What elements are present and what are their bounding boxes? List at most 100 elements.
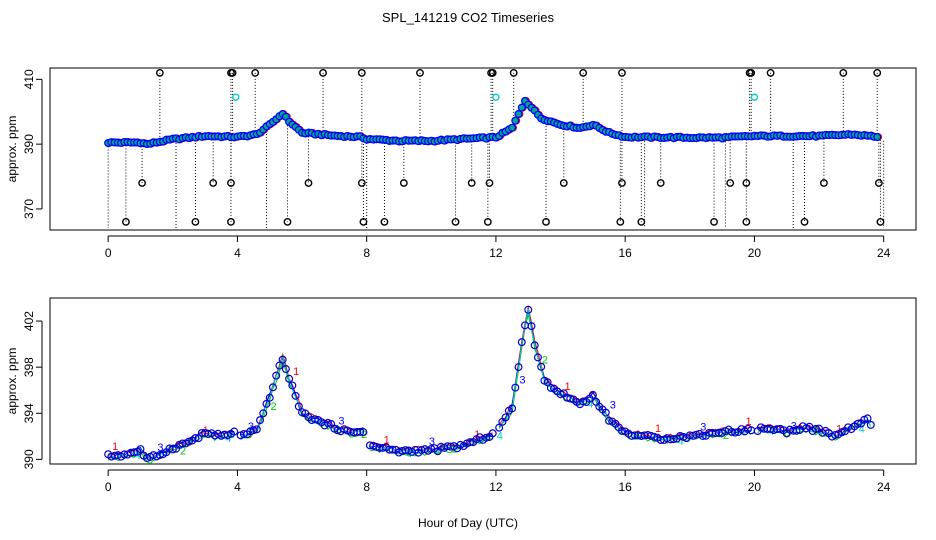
flag-marker-high bbox=[488, 68, 497, 77]
data-point bbox=[514, 363, 523, 372]
data-point bbox=[508, 123, 517, 132]
series-number-label: 1 bbox=[112, 441, 118, 453]
data-point bbox=[530, 341, 539, 350]
series-number-label: 1 bbox=[384, 435, 390, 447]
panel-top-y-tick-label: 370 bbox=[22, 199, 36, 219]
data-point bbox=[588, 390, 597, 399]
data-point bbox=[508, 404, 517, 413]
flag-marker-low bbox=[710, 217, 718, 226]
data-point bbox=[831, 431, 840, 440]
data-point bbox=[388, 445, 397, 454]
panel-bottom-y-axis: 390 394 398 402 bbox=[22, 311, 43, 469]
data-point bbox=[853, 419, 862, 428]
data-point bbox=[168, 445, 177, 454]
flag-marker-high bbox=[155, 68, 164, 77]
panel-bottom-x-tick-label: 8 bbox=[363, 480, 370, 494]
series-number-label: 4 bbox=[587, 398, 593, 410]
series-number-label: 3 bbox=[519, 375, 525, 387]
panel-top-ylabel: approx. ppm bbox=[5, 116, 19, 183]
flag-marker-low bbox=[451, 217, 460, 226]
flag-marker-mid bbox=[726, 179, 735, 187]
data-point bbox=[488, 429, 497, 438]
panel-top-y-tick-label: 390 bbox=[22, 134, 36, 154]
flag-marker-mid bbox=[742, 179, 751, 187]
flag-marker-mid bbox=[656, 179, 665, 187]
data-point bbox=[605, 416, 614, 425]
panel-bottom-y-tick-label: 398 bbox=[22, 357, 36, 377]
flag-marker-mid bbox=[618, 179, 626, 187]
data-point bbox=[517, 338, 526, 347]
flag-marker-low bbox=[122, 217, 130, 226]
data-point bbox=[792, 426, 801, 435]
series-number-label: 4 bbox=[135, 450, 141, 462]
series-number-label: 2 bbox=[813, 424, 819, 436]
flag-marker-mid bbox=[874, 179, 883, 187]
panel-bottom-x-tick-label: 4 bbox=[234, 480, 241, 494]
flag-marker-low bbox=[800, 217, 809, 226]
data-point bbox=[278, 355, 287, 364]
data-point bbox=[837, 428, 846, 437]
panel-top-x-tick-label: 24 bbox=[877, 246, 891, 260]
series-number-label: 3 bbox=[429, 436, 435, 448]
flag-marker-high bbox=[319, 68, 327, 77]
cyan-flag-marker bbox=[492, 93, 500, 101]
data-point bbox=[698, 431, 707, 440]
flag-marker-high bbox=[747, 68, 756, 77]
flag-marker-high bbox=[618, 68, 626, 77]
series-number-label: 2 bbox=[180, 446, 186, 458]
data-point bbox=[524, 305, 533, 314]
panel-bottom-y-tick-label: 394 bbox=[22, 403, 36, 423]
data-point bbox=[495, 423, 504, 432]
panel-top-y-axis: 370 390 410 bbox=[22, 69, 43, 219]
flag-marker-high bbox=[228, 68, 237, 77]
panel-top-frame bbox=[49, 67, 917, 231]
panel-top-points bbox=[104, 96, 883, 149]
flag-marker-mid bbox=[559, 179, 568, 187]
panel-top-x-tick-label: 0 bbox=[105, 246, 112, 260]
data-point bbox=[501, 413, 510, 422]
data-point bbox=[514, 109, 523, 119]
series-number-label: 4 bbox=[859, 423, 865, 435]
flag-marker-low bbox=[283, 217, 292, 226]
series-number-label: 3 bbox=[157, 442, 163, 454]
data-point bbox=[511, 383, 520, 392]
series-number-label: 2 bbox=[271, 401, 277, 413]
panel-bottom-x-tick-label: 20 bbox=[748, 480, 762, 494]
panel-top-x-axis: 0 4 8 12 16 20 24 bbox=[105, 235, 891, 260]
panel-top-x-tick-label: 12 bbox=[489, 246, 503, 260]
data-point bbox=[268, 383, 277, 392]
panel-bottom-x-tick-label: 16 bbox=[618, 480, 632, 494]
data-point bbox=[136, 445, 145, 454]
data-point bbox=[731, 428, 740, 437]
panel-bottom-x-tick-label: 0 bbox=[105, 480, 112, 494]
data-point bbox=[275, 361, 284, 370]
data-point bbox=[252, 425, 261, 434]
flag-marker-mid bbox=[138, 179, 146, 187]
data-point bbox=[256, 416, 265, 425]
panel-bottom-x-tick-label: 12 bbox=[489, 480, 503, 494]
series-number-label: 4 bbox=[678, 436, 684, 448]
data-point bbox=[285, 374, 294, 383]
data-point bbox=[527, 322, 536, 331]
flag-marker-low bbox=[483, 217, 492, 226]
data-point bbox=[866, 420, 875, 429]
data-point bbox=[291, 391, 300, 400]
flag-marker-high bbox=[416, 68, 424, 77]
data-point bbox=[482, 433, 491, 442]
series-number-label: 3 bbox=[338, 416, 344, 428]
data-point bbox=[272, 371, 281, 380]
data-point bbox=[288, 381, 297, 390]
flag-marker-low bbox=[380, 217, 389, 226]
data-point bbox=[511, 116, 520, 125]
data-point bbox=[239, 429, 248, 438]
data-point bbox=[863, 414, 872, 423]
panel-top-flags bbox=[107, 68, 885, 228]
series-number-label: 2 bbox=[542, 354, 548, 366]
panel-top-x-tick-label: 8 bbox=[363, 246, 370, 260]
flag-marker-low bbox=[191, 217, 200, 226]
data-point bbox=[669, 435, 678, 444]
flag-marker-mid bbox=[227, 179, 235, 187]
